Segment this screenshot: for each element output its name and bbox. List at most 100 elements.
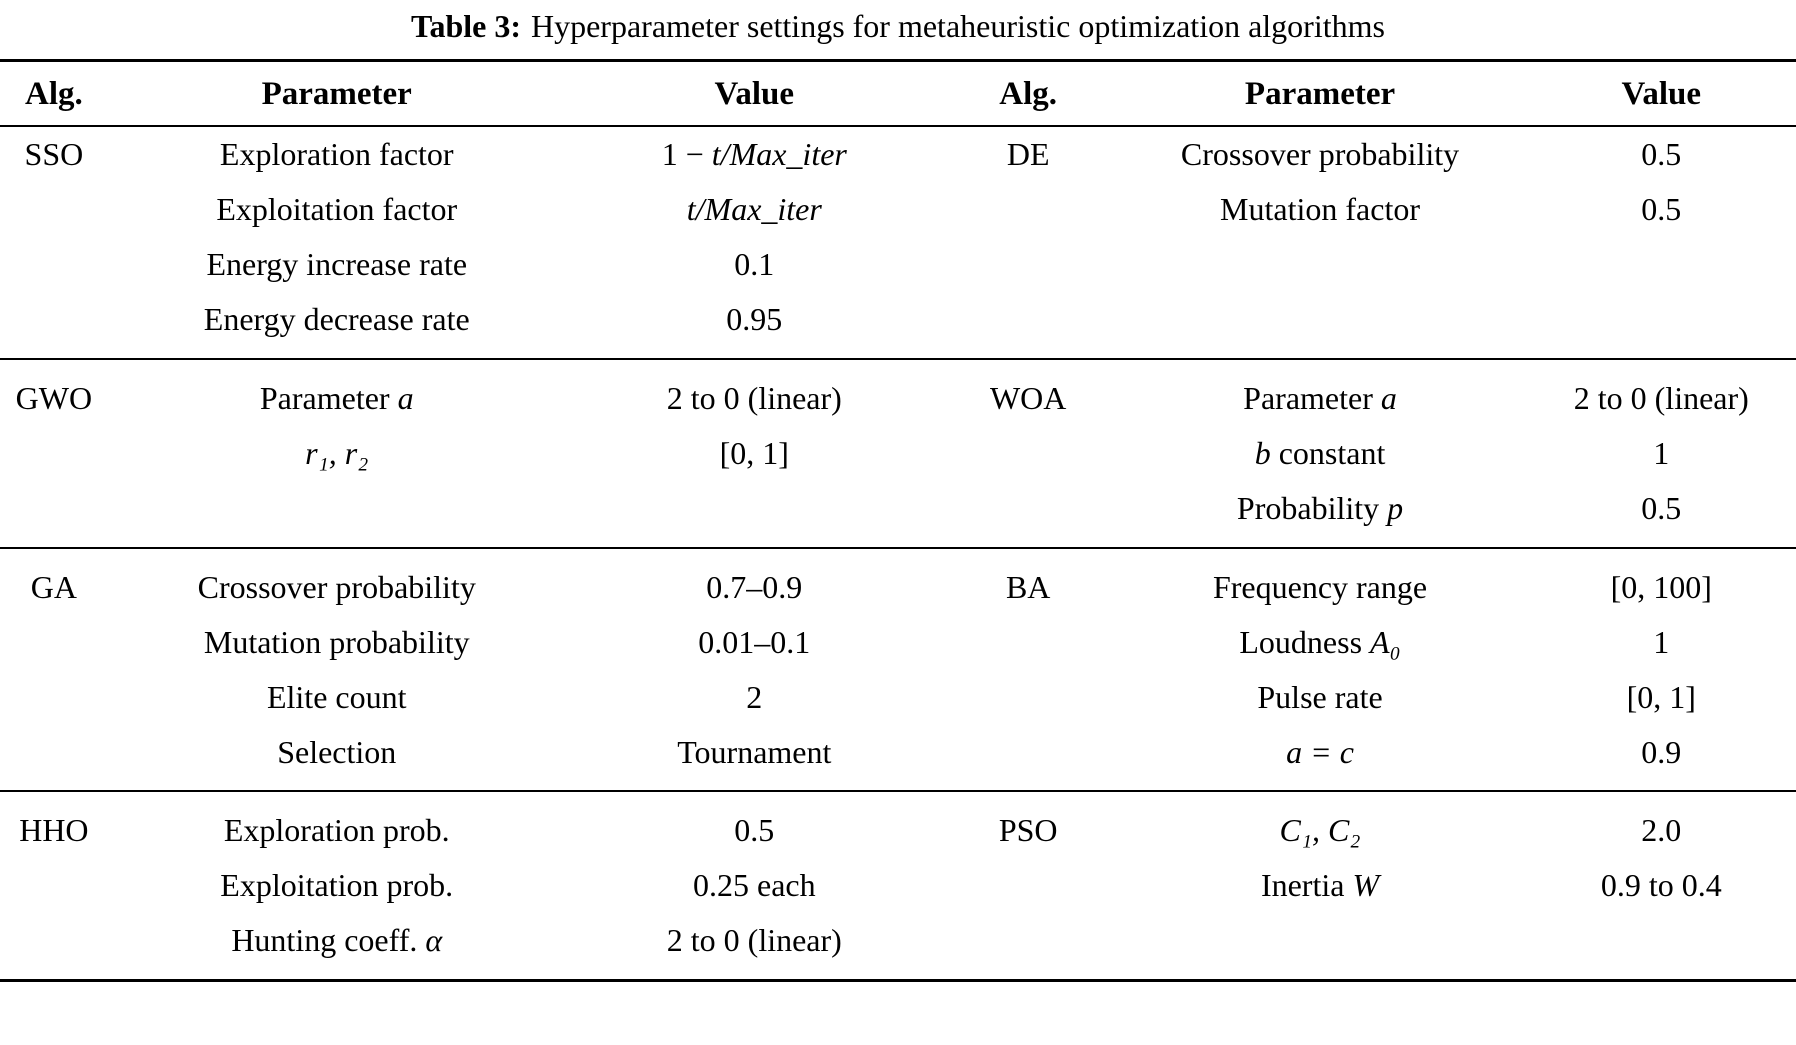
value-cell: 0.5: [565, 790, 943, 859]
alg-cell: BA: [942, 546, 1114, 615]
plain-text: 0.5: [1641, 489, 1682, 526]
value-cell: 2.0: [1526, 790, 1796, 859]
plain-text: Exploration prob.: [223, 812, 450, 849]
plain-text: Mutation factor: [1220, 190, 1420, 227]
alg-cell: [0, 858, 108, 913]
alg-cell: [943, 237, 1114, 292]
table-row: Exploitation factor t/Max_iter Mutation fa…: [0, 182, 1796, 237]
value-cell: 0.01–0.1: [566, 615, 943, 670]
plain-text: SSO: [24, 136, 84, 172]
table-row: Mutation probability 0.01–0.1 Loudness A₀ 1: [0, 615, 1796, 670]
plain-text: 0.5: [1641, 136, 1682, 172]
parameter-cell: Crossover probability: [107, 546, 566, 615]
header-alg-right: Alg.: [942, 60, 1114, 127]
value-cell: 2: [566, 670, 943, 725]
value-cell: 0.5: [1527, 481, 1796, 548]
parameter-cell: Elite count: [108, 670, 566, 725]
plain-text: 0.5: [1641, 190, 1682, 227]
plain-text: 1: [1653, 434, 1670, 471]
parameter-cell: Exploration prob.: [107, 790, 566, 859]
alg-cell: [943, 913, 1114, 980]
value-cell: [0, 100]: [1526, 546, 1796, 615]
alg-cell: PSO: [942, 790, 1114, 859]
value-cell: 2 to 0 (linear): [1526, 357, 1796, 426]
parameter-cell: C₁, C₂: [1113, 790, 1527, 859]
math-text: C₁, C₂: [1279, 812, 1361, 849]
plain-text: Probability: [1236, 489, 1388, 526]
parameter-cell: Loudness A₀: [1113, 615, 1526, 670]
alg-cell: [0, 725, 108, 792]
math-text: p: [1387, 489, 1404, 526]
math-text: t/Max_iter: [686, 190, 822, 227]
math-text: a = c: [1286, 733, 1354, 770]
plain-text: [0, 100]: [1610, 568, 1712, 605]
value-cell: 0.1: [566, 237, 943, 292]
plain-text: Energy decrease rate: [203, 300, 470, 337]
plain-text: 0.25 each: [692, 867, 816, 904]
table-row: SSO Exploration factor 1 − t/Max_iter DE Cro…: [0, 126, 1796, 182]
value-cell: 0.25 each: [566, 858, 943, 913]
hyperparameter-table: Alg. Parameter Value Alg. Parameter Valu…: [0, 59, 1796, 983]
table-row: Elite count 2 Pulse rate [0, 1]: [0, 670, 1796, 725]
parameter-cell: [1113, 237, 1526, 292]
parameter-cell: Mutation probability: [108, 615, 566, 670]
plain-text: Hunting coeff.: [231, 922, 426, 959]
parameter-cell: [1113, 292, 1526, 359]
value-cell: 2 to 0 (linear): [565, 357, 943, 426]
plain-text: Pulse rate: [1257, 678, 1383, 715]
plain-text: 1: [1653, 623, 1670, 660]
parameter-cell: Inertia W: [1113, 858, 1526, 913]
math-text: t/Max_iter: [711, 136, 847, 172]
header-value-left: Value: [565, 60, 943, 127]
value-cell: [1527, 913, 1796, 980]
plain-text: Parameter: [1243, 379, 1381, 416]
table-row: Probability p 0.5: [0, 481, 1796, 548]
table-body: SSO Exploration factor 1 − t/Max_iter DE Cro…: [0, 126, 1796, 981]
table-caption-label: Table 3:: [411, 8, 521, 44]
parameter-cell: Frequency range: [1113, 546, 1527, 615]
parameter-cell: b constant: [1113, 426, 1526, 481]
table-row: Energy increase rate 0.1: [0, 237, 1796, 292]
plain-text: Loudness: [1239, 623, 1371, 660]
alg-cell: [0, 237, 108, 292]
value-cell: Tournament: [566, 725, 943, 792]
alg-cell: [943, 725, 1114, 792]
parameter-cell: Energy increase rate: [108, 237, 566, 292]
table-row: Hunting coeff. α 2 to 0 (linear): [0, 913, 1796, 980]
value-cell: 0.9 to 0.4: [1527, 858, 1796, 913]
plain-text: 0.95: [726, 300, 783, 337]
table-caption-text: Hyperparameter settings for metaheuristi…: [530, 8, 1385, 44]
math-text: r₁, r₂: [305, 434, 369, 471]
alg-cell: [943, 182, 1114, 237]
parameter-cell: Exploitation factor: [108, 182, 566, 237]
parameter-cell: Probability p: [1113, 481, 1526, 548]
header-row: Alg. Parameter Value Alg. Parameter Valu…: [0, 60, 1796, 127]
alg-cell: [0, 481, 108, 548]
parameter-cell: Pulse rate: [1113, 670, 1526, 725]
value-cell: 1: [1527, 426, 1796, 481]
plain-text: Inertia: [1260, 867, 1353, 904]
header-parameter-left: Parameter: [107, 60, 566, 127]
value-cell: 1 − t/Max_iter: [566, 126, 943, 182]
math-text: α: [425, 922, 443, 959]
plain-text: [0, 1]: [719, 434, 789, 471]
plain-text: BA: [1005, 568, 1051, 605]
table-row: GWO Parameter a 2 to 0 (linear) WOA Paramete…: [0, 357, 1796, 426]
plain-text: 0.9: [1641, 733, 1682, 770]
parameter-cell: Crossover probability: [1113, 126, 1526, 182]
alg-cell: GWO: [0, 357, 108, 426]
alg-cell: [943, 426, 1114, 481]
plain-text: 0.1: [734, 245, 775, 282]
plain-text: 1 −: [661, 136, 712, 172]
parameter-cell: Energy decrease rate: [108, 292, 566, 359]
alg-cell: GA: [0, 546, 108, 615]
alg-cell: [0, 615, 108, 670]
alg-cell: [943, 615, 1114, 670]
plain-text: 2.0: [1641, 812, 1682, 849]
header-value-right: Value: [1526, 60, 1796, 127]
parameter-cell: [108, 481, 566, 548]
alg-cell: [943, 670, 1114, 725]
value-cell: t/Max_iter: [566, 182, 943, 237]
plain-text: Tournament: [677, 733, 832, 770]
parameter-cell: Exploitation prob.: [108, 858, 566, 913]
